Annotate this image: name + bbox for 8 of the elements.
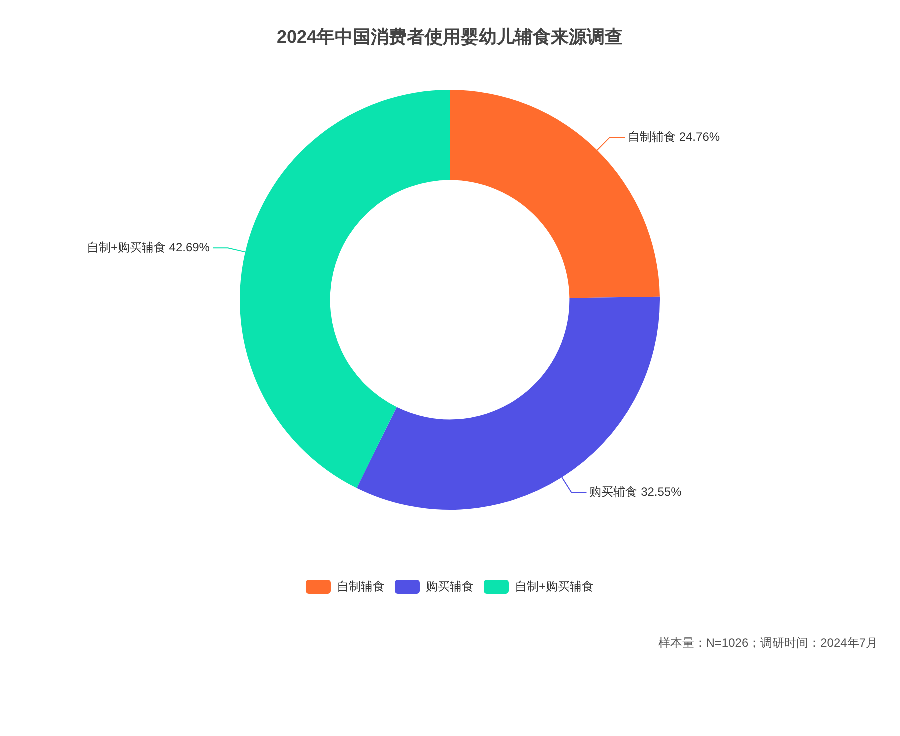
category-label: 自制辅食 24.76% xyxy=(628,130,720,144)
legend-label: 购买辅食 xyxy=(426,579,474,594)
legend-label: 自制+购买辅食 xyxy=(514,579,594,594)
chart-title: 2024年中国消费者使用婴幼儿辅食来源调查 xyxy=(276,26,624,48)
category-label: 购买辅食 32.55% xyxy=(590,485,682,500)
category-label: 自制+购买辅食 42.69% xyxy=(86,240,210,254)
text: 样本量：N=1026；调研时间：2024年7月 xyxy=(658,635,878,651)
legend-label: 自制辅食 xyxy=(336,579,385,594)
